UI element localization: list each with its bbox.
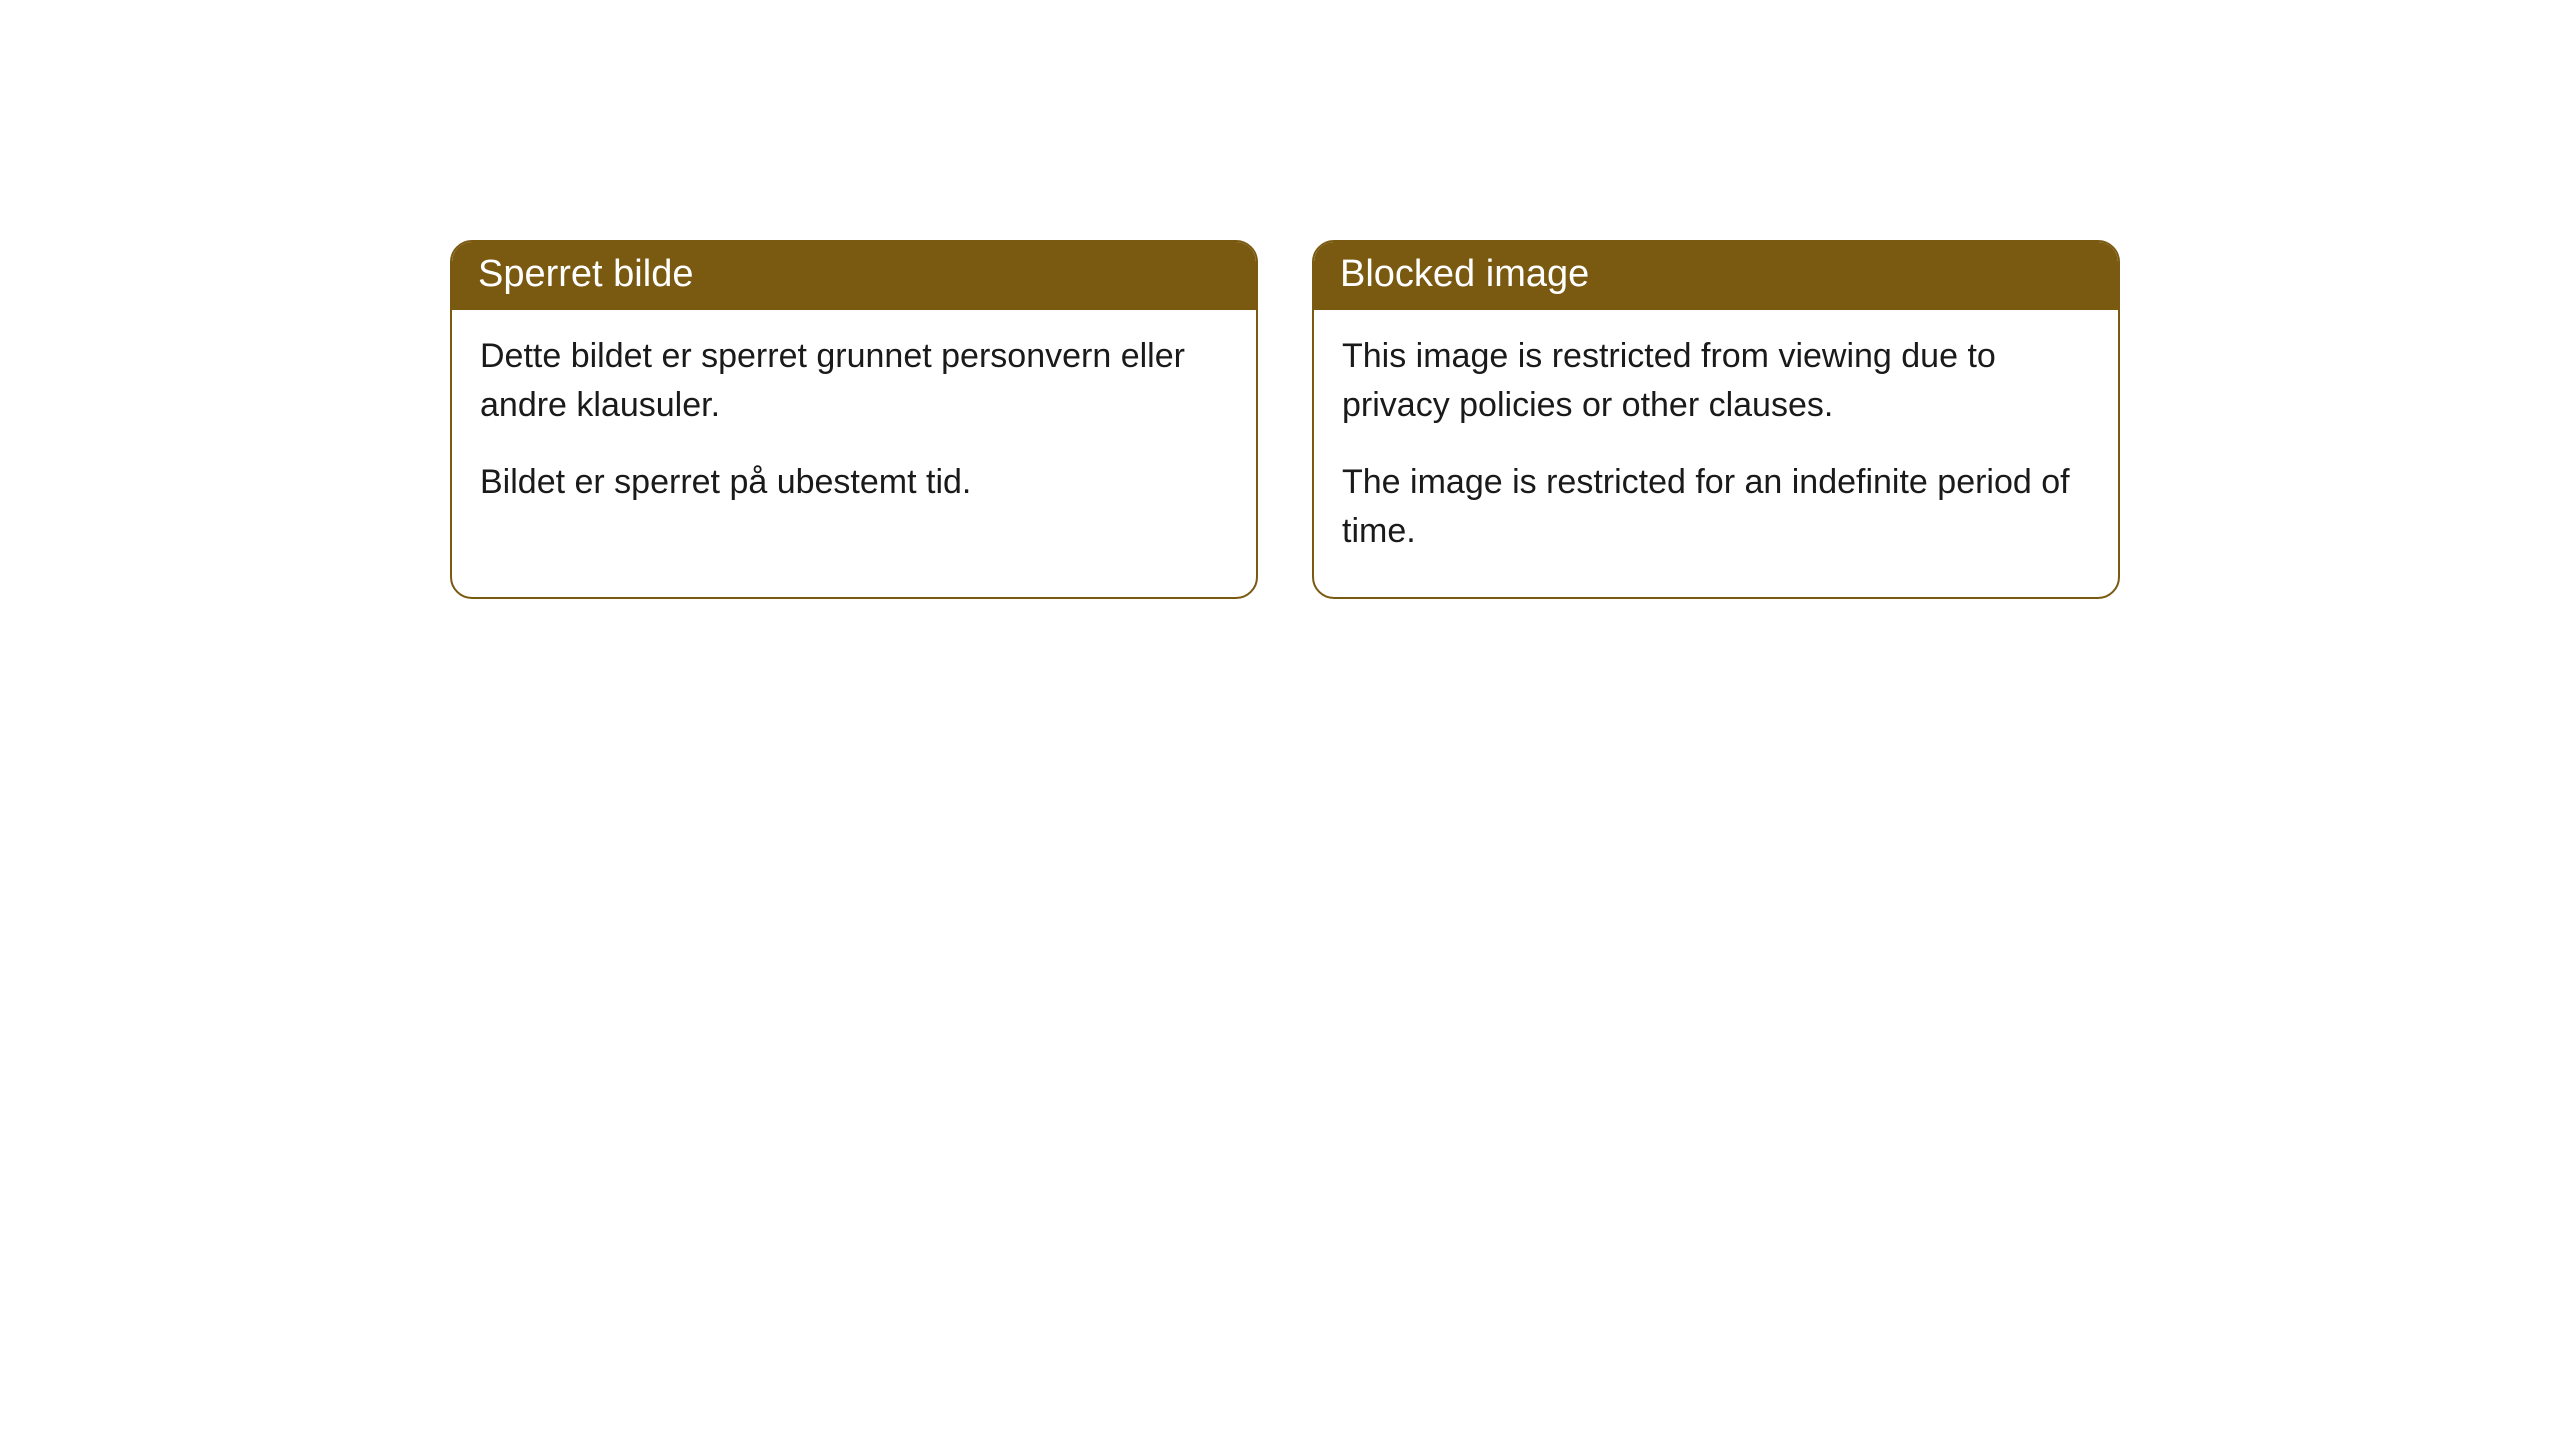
card-paragraph: Bildet er sperret på ubestemt tid.: [480, 458, 1228, 507]
card-body: Dette bildet er sperret grunnet personve…: [452, 310, 1256, 548]
notice-card-en: Blocked image This image is restricted f…: [1312, 240, 2120, 599]
card-title: Blocked image: [1314, 242, 2118, 310]
notice-card-no: Sperret bilde Dette bildet er sperret gr…: [450, 240, 1258, 599]
card-paragraph: Dette bildet er sperret grunnet personve…: [480, 332, 1228, 431]
cards-container: Sperret bilde Dette bildet er sperret gr…: [450, 240, 2120, 599]
card-body: This image is restricted from viewing du…: [1314, 310, 2118, 597]
card-paragraph: The image is restricted for an indefinit…: [1342, 458, 2090, 557]
card-title: Sperret bilde: [452, 242, 1256, 310]
card-paragraph: This image is restricted from viewing du…: [1342, 332, 2090, 431]
